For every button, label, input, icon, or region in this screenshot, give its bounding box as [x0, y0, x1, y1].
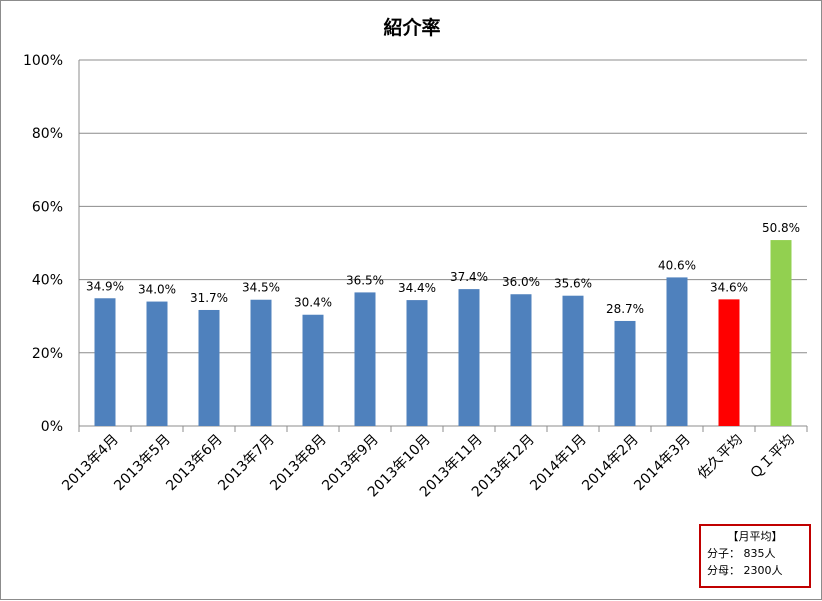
- data-label: 34.5%: [242, 281, 280, 295]
- chart-title: 紹介率: [383, 17, 441, 39]
- bar: [718, 299, 740, 426]
- data-label: 31.7%: [190, 291, 228, 305]
- data-label: 34.6%: [710, 280, 748, 294]
- x-tick-label: 佐久平均: [695, 432, 746, 483]
- bar: [406, 300, 428, 426]
- y-tick-label: 80%: [32, 126, 63, 142]
- data-label: 34.9%: [86, 279, 124, 293]
- y-tick-label: 40%: [32, 273, 63, 289]
- data-label: 37.4%: [450, 270, 488, 284]
- bar: [302, 314, 324, 426]
- bar: [146, 301, 168, 426]
- data-label: 35.6%: [554, 277, 592, 291]
- y-tick-label: 0%: [41, 419, 63, 435]
- x-tick-label: 2014年3月: [631, 432, 694, 495]
- data-label: 30.4%: [294, 296, 332, 310]
- bar: [94, 298, 116, 426]
- bar: [250, 299, 272, 426]
- bar: [198, 309, 220, 426]
- bar: [354, 292, 376, 426]
- bar: [666, 277, 688, 426]
- data-label: 36.5%: [346, 273, 384, 287]
- data-label: 50.8%: [762, 221, 800, 235]
- bar: [458, 289, 480, 426]
- data-label: 40.6%: [658, 258, 696, 272]
- monthly-average-note: 【月平均】 分子： 835人 分母： 2300人: [699, 524, 811, 588]
- bar: [770, 240, 792, 426]
- y-tick-label: 60%: [32, 199, 63, 215]
- x-tick-label: ＱＩ平均: [747, 432, 798, 483]
- data-label: 34.4%: [398, 281, 436, 295]
- note-title: 【月平均】: [727, 530, 783, 543]
- y-tick-label: 20%: [32, 346, 63, 362]
- note-denominator: 分母： 2300人: [707, 564, 783, 577]
- data-label: 28.7%: [606, 302, 644, 316]
- data-label: 36.0%: [502, 275, 540, 289]
- bar: [614, 320, 636, 426]
- data-label: 34.0%: [138, 283, 176, 297]
- bar: [510, 294, 532, 426]
- y-tick-label: 100%: [23, 53, 63, 69]
- bar: [562, 295, 584, 426]
- note-numerator: 分子： 835人: [707, 547, 776, 560]
